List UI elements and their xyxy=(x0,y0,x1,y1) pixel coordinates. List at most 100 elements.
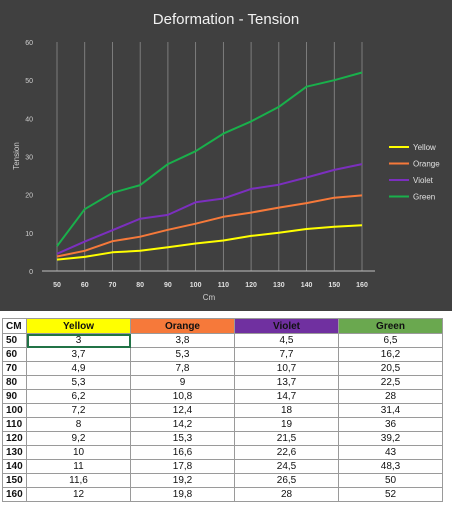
table-cell[interactable]: 9,2 xyxy=(26,431,131,446)
table-cell-cm[interactable]: 100 xyxy=(2,403,27,418)
table-cell[interactable]: 4,9 xyxy=(26,361,131,376)
table-cell[interactable]: 16,6 xyxy=(130,445,235,460)
table-cell[interactable]: 12 xyxy=(26,487,131,502)
table-cell[interactable]: 36 xyxy=(338,417,443,432)
table-cell-cm[interactable]: 60 xyxy=(2,347,27,362)
legend-label-yellow: Yellow xyxy=(413,143,436,152)
table-cell[interactable]: 3 xyxy=(26,333,131,348)
table-cell[interactable]: 14,7 xyxy=(234,389,339,404)
table-cell[interactable]: 5,3 xyxy=(130,347,235,362)
table-header-yellow: Yellow xyxy=(26,318,131,334)
table-header-row: CM Yellow Orange Violet Green xyxy=(2,318,443,334)
x-tick-label: 120 xyxy=(245,282,257,289)
table-cell[interactable]: 28 xyxy=(338,389,443,404)
table-row: 70 4,9 7,8 10,7 20,5 xyxy=(2,361,443,376)
table-cell-cm[interactable]: 120 xyxy=(2,431,27,446)
table-cell[interactable]: 26,5 xyxy=(234,473,339,488)
x-tick-label: 70 xyxy=(109,282,117,289)
table-header-cm: CM xyxy=(2,318,27,334)
table-row: 150 11,6 19,2 26,5 50 xyxy=(2,473,443,488)
table-cell[interactable]: 7,7 xyxy=(234,347,339,362)
table-cell[interactable]: 12,4 xyxy=(130,403,235,418)
table-cell[interactable]: 21,5 xyxy=(234,431,339,446)
table-cell[interactable]: 22,5 xyxy=(338,375,443,390)
table-cell[interactable]: 50 xyxy=(338,473,443,488)
chart-title: Deformation - Tension xyxy=(153,11,299,28)
table-cell[interactable]: 20,5 xyxy=(338,361,443,376)
table-cell[interactable]: 3,7 xyxy=(26,347,131,362)
table-cell[interactable]: 48,3 xyxy=(338,459,443,474)
table-row: 120 9,2 15,3 21,5 39,2 xyxy=(2,431,443,446)
table-cell[interactable]: 11 xyxy=(26,459,131,474)
table-cell[interactable]: 24,5 xyxy=(234,459,339,474)
table-cell[interactable]: 10 xyxy=(26,445,131,460)
table-cell[interactable]: 15,3 xyxy=(130,431,235,446)
data-table: CM Yellow Orange Violet Green 50 3 3,8 4,5 6,5 60… xyxy=(2,318,443,502)
table-row: 100 7,2 12,4 18 31,4 xyxy=(2,403,443,418)
table-cell[interactable]: 39,2 xyxy=(338,431,443,446)
series-line-yellow xyxy=(56,224,363,261)
table-cell-cm[interactable]: 80 xyxy=(2,375,27,390)
table-cell[interactable]: 22,6 xyxy=(234,445,339,460)
table-row: 110 8 14,2 19 36 xyxy=(2,417,443,432)
table-cell[interactable]: 19,8 xyxy=(130,487,235,502)
y-tick-label: 60 xyxy=(25,40,33,47)
table-cell[interactable]: 13,7 xyxy=(234,375,339,390)
table-cell[interactable]: 19 xyxy=(234,417,339,432)
table-cell[interactable]: 7,8 xyxy=(130,361,235,376)
x-tick-label: 130 xyxy=(273,282,285,289)
table-header-green: Green xyxy=(338,318,443,334)
table-cell-cm[interactable]: 140 xyxy=(2,459,27,474)
table-cell[interactable]: 52 xyxy=(338,487,443,502)
table-cell[interactable]: 43 xyxy=(338,445,443,460)
chart-panel: Deformation - Tension 0 10 20 30 40 50 60 50 60 70… xyxy=(0,0,452,311)
series-line-orange xyxy=(56,194,363,258)
x-tick-label: 50 xyxy=(53,282,61,289)
y-tick-label: 30 xyxy=(25,155,33,162)
x-tick-label: 160 xyxy=(356,282,368,289)
table-cell[interactable]: 4,5 xyxy=(234,333,339,348)
table-cell[interactable]: 5,3 xyxy=(26,375,131,390)
table-header-orange: Orange xyxy=(130,318,235,334)
table-cell-cm[interactable]: 150 xyxy=(2,473,27,488)
table-cell[interactable]: 11,6 xyxy=(26,473,131,488)
legend-label-green: Green xyxy=(413,193,435,202)
table-row: 140 11 17,8 24,5 48,3 xyxy=(2,459,443,474)
table-cell[interactable]: 6,2 xyxy=(26,389,131,404)
table-cell[interactable]: 14,2 xyxy=(130,417,235,432)
table-cell[interactable]: 8 xyxy=(26,417,131,432)
table-cell[interactable]: 3,8 xyxy=(130,333,235,348)
table-row: 60 3,7 5,3 7,7 16,2 xyxy=(2,347,443,362)
table-cell[interactable]: 19,2 xyxy=(130,473,235,488)
table-cell[interactable]: 7,2 xyxy=(26,403,131,418)
table-cell[interactable]: 10,8 xyxy=(130,389,235,404)
table-cell[interactable]: 17,8 xyxy=(130,459,235,474)
y-tick-label: 50 xyxy=(25,78,33,85)
table-cell[interactable]: 6,5 xyxy=(338,333,443,348)
table-row: 80 5,3 9 13,7 22,5 xyxy=(2,375,443,390)
x-tick-label: 150 xyxy=(328,282,340,289)
table-cell-cm[interactable]: 110 xyxy=(2,417,27,432)
y-tick-label: 10 xyxy=(25,231,33,238)
table-cell[interactable]: 9 xyxy=(130,375,235,390)
table-cell[interactable]: 10,7 xyxy=(234,361,339,376)
table-cell[interactable]: 28 xyxy=(234,487,339,502)
series-line-green xyxy=(56,71,363,247)
x-tick-label: 100 xyxy=(190,282,202,289)
x-tick-label: 140 xyxy=(301,282,313,289)
table-cell[interactable]: 16,2 xyxy=(338,347,443,362)
table-cell[interactable]: 18 xyxy=(234,403,339,418)
table-row: 130 10 16,6 22,6 43 xyxy=(2,445,443,460)
table-cell-cm[interactable]: 70 xyxy=(2,361,27,376)
y-tick-label: 0 xyxy=(29,269,33,276)
x-axis-title: Cm xyxy=(203,293,216,302)
table-cell[interactable]: 31,4 xyxy=(338,403,443,418)
series-line-violet xyxy=(56,163,363,255)
table-cell-cm[interactable]: 130 xyxy=(2,445,27,460)
table-cell-cm[interactable]: 50 xyxy=(2,333,27,348)
table-cell-cm[interactable]: 160 xyxy=(2,487,27,502)
line-chart: Deformation - Tension 0 10 20 30 40 50 60 50 60 70… xyxy=(12,11,440,302)
legend-label-violet: Violet xyxy=(413,176,434,185)
table-cell-cm[interactable]: 90 xyxy=(2,389,27,404)
x-tick-label: 60 xyxy=(81,282,89,289)
